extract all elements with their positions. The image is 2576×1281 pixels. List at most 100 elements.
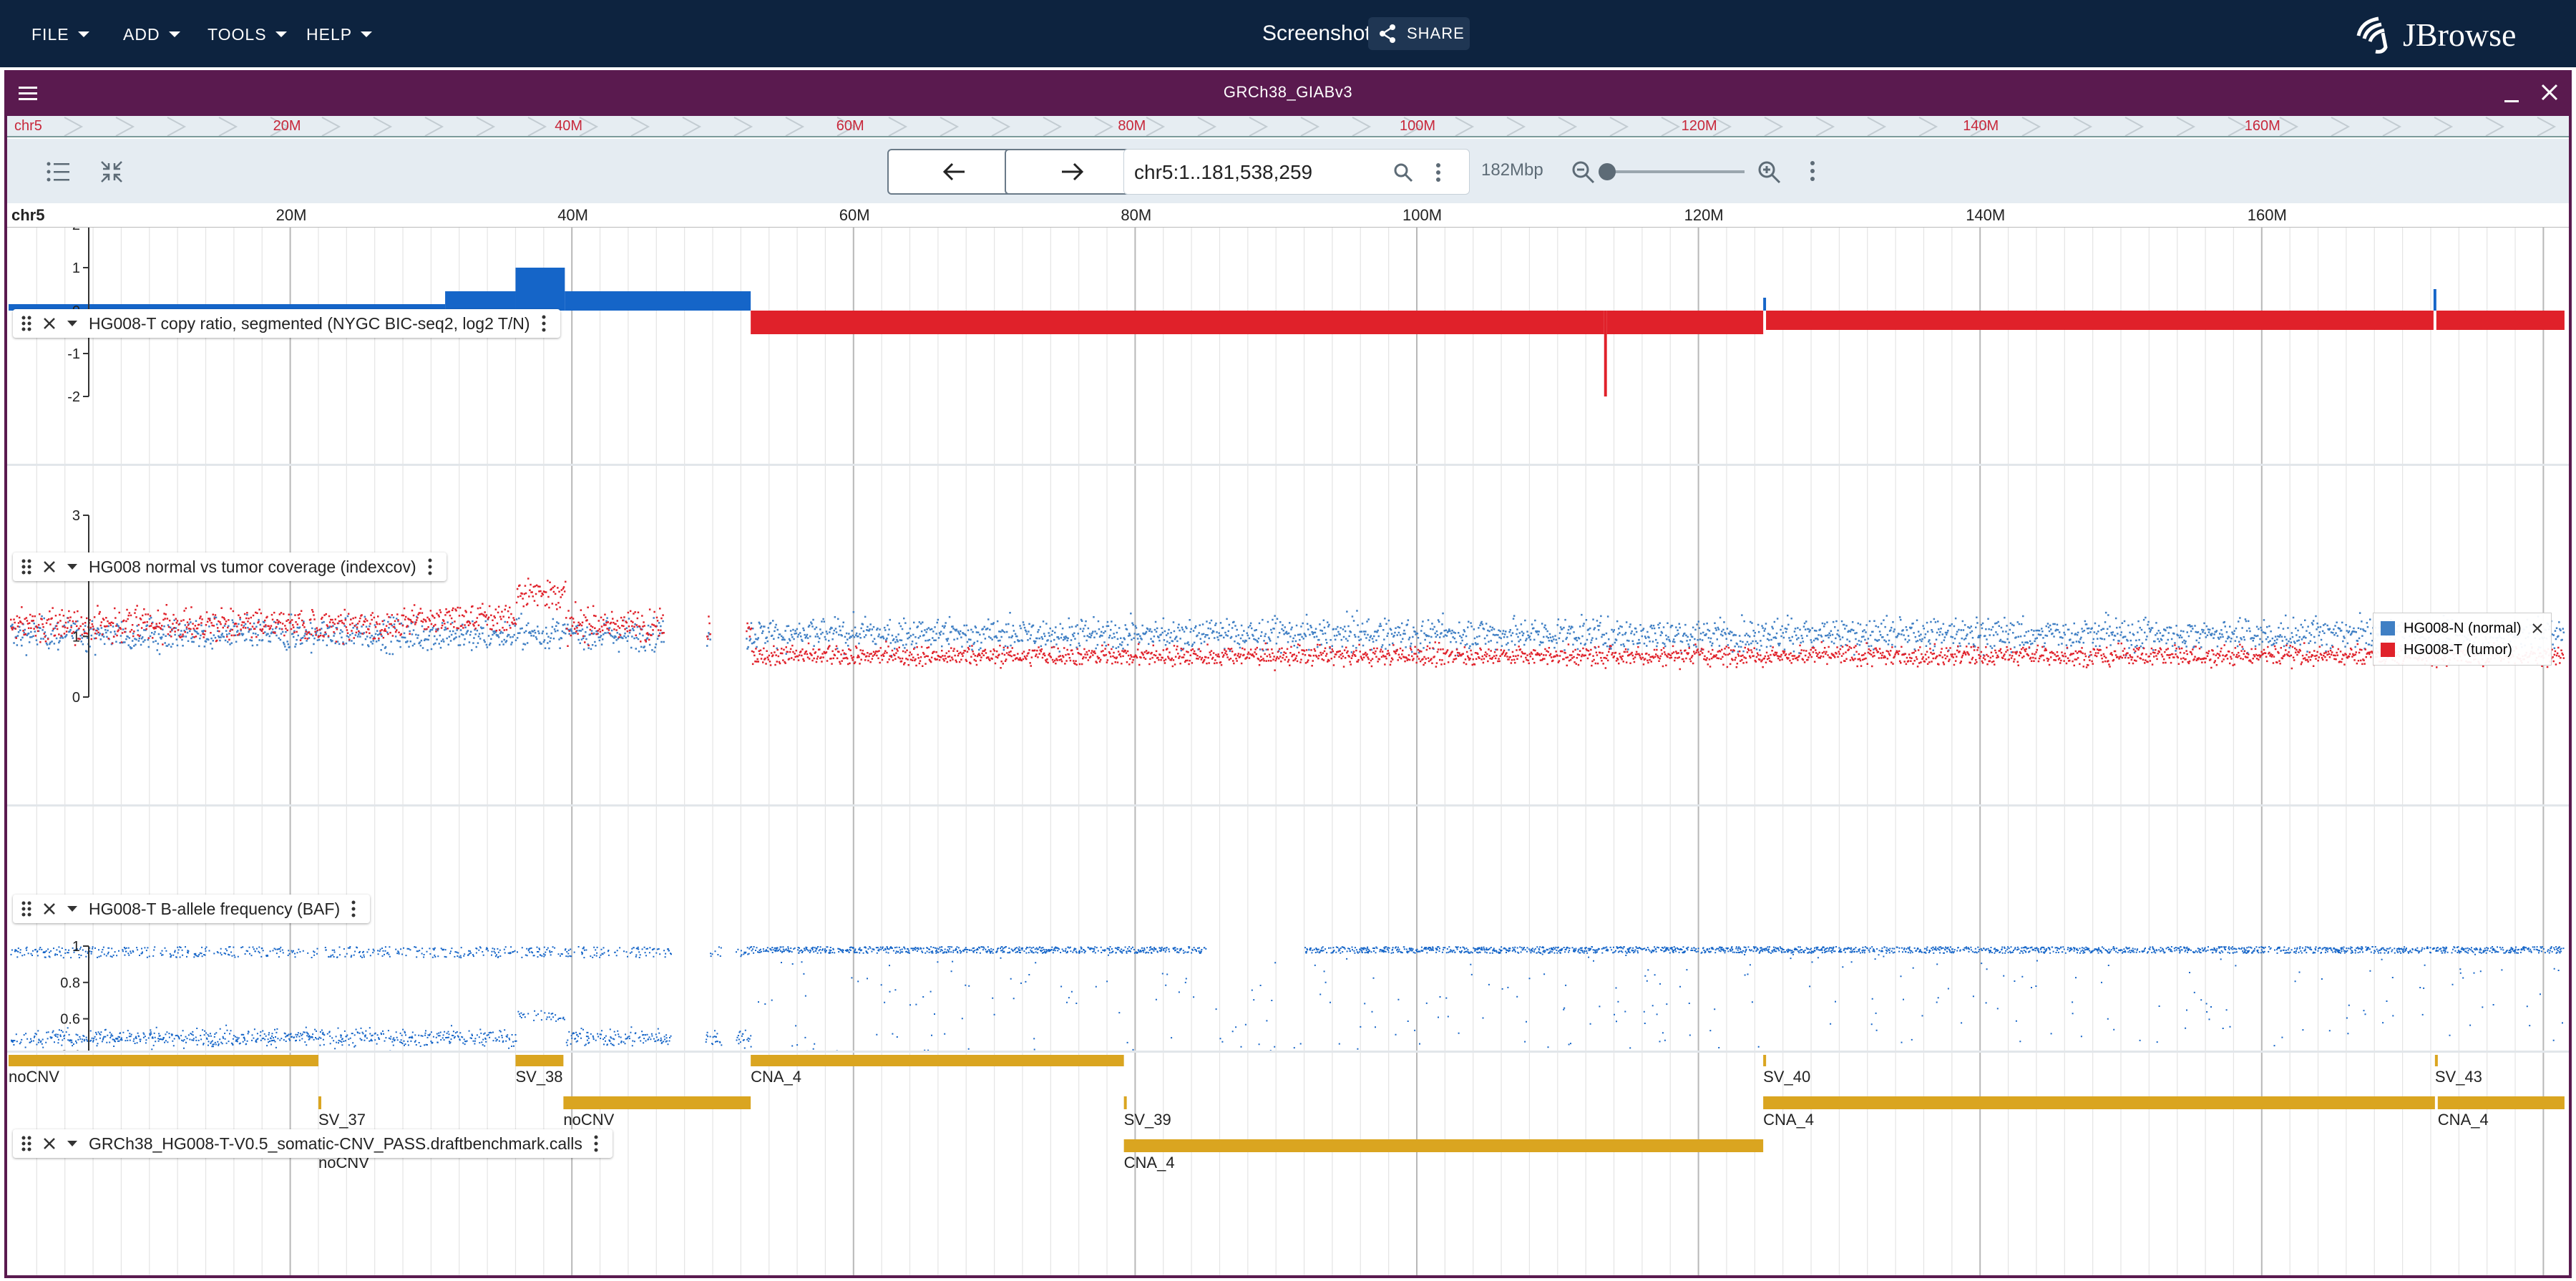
- cnv-feature[interactable]: [2437, 1096, 2565, 1109]
- add-menu-label: ADD: [123, 24, 160, 44]
- track-menu-icon[interactable]: [535, 315, 553, 332]
- y-axis-tick-label: -1: [67, 346, 80, 362]
- zoom-slider-track[interactable]: [1601, 170, 1745, 173]
- hamburger-menu-icon[interactable]: [17, 84, 39, 103]
- overview-chevron: [1249, 117, 1269, 136]
- file-menu[interactable]: FILE: [31, 20, 89, 49]
- collapse-icon[interactable]: [99, 159, 125, 185]
- cnv-feature-label: CNA_4: [1763, 1111, 1815, 1129]
- overview-scalebar[interactable]: chr5 20M 40M 60M 80M 100M 120M 140M 160M: [7, 116, 2569, 137]
- coverage-track-name: HG008 normal vs tumor coverage (indexcov…: [89, 557, 416, 576]
- scroll-right-button[interactable]: [1005, 149, 1139, 195]
- track-menu-icon[interactable]: [421, 558, 439, 575]
- scroll-left-button[interactable]: [887, 149, 1022, 195]
- drag-handle-icon[interactable]: [17, 559, 36, 575]
- copy-ratio-segment[interactable]: [2436, 311, 2565, 330]
- close-track-icon[interactable]: [40, 316, 59, 331]
- track-selector-icon[interactable]: [46, 160, 72, 183]
- close-legend-icon[interactable]: [2531, 622, 2544, 635]
- overview-chevron: [1970, 117, 1990, 136]
- copy-ratio-segment[interactable]: [515, 268, 565, 311]
- copy-ratio-segment[interactable]: [1604, 311, 1607, 396]
- close-track-icon[interactable]: [40, 560, 59, 574]
- track-menu-icon[interactable]: [587, 1135, 605, 1152]
- search-icon[interactable]: [1393, 162, 1413, 182]
- close-track-icon[interactable]: [40, 902, 59, 916]
- y-axis-tick-label: 1: [72, 260, 80, 276]
- track-menu-icon[interactable]: [344, 900, 363, 917]
- copy-ratio-segment[interactable]: [565, 291, 751, 311]
- cnv-feature[interactable]: [563, 1096, 751, 1109]
- cnv-feature[interactable]: [1763, 1096, 2435, 1109]
- cnv-feature[interactable]: [318, 1096, 321, 1109]
- y-axis-tick-label: 1: [72, 629, 80, 645]
- legend-swatch-tumor: [2381, 643, 2395, 657]
- collapse-track-icon[interactable]: [63, 1140, 82, 1147]
- copy-ratio-segment[interactable]: [9, 304, 446, 311]
- ruler-tick-label: 160M: [2247, 206, 2287, 224]
- overview-chevron: [476, 117, 496, 136]
- zoom-out-icon[interactable]: [1571, 160, 1596, 185]
- copy-ratio-segment[interactable]: [1766, 311, 2434, 330]
- view-options-icon[interactable]: [1809, 160, 1816, 182]
- coverage-legend: HG008-N (normal) HG008-T (tumor): [2373, 613, 2552, 666]
- session-title[interactable]: Screenshot: [1262, 21, 1371, 45]
- normal-coverage-points: [10, 610, 2565, 657]
- close-icon[interactable]: [2537, 80, 2562, 104]
- close-track-icon[interactable]: [40, 1136, 59, 1151]
- cnv-feature[interactable]: [1123, 1139, 1764, 1152]
- share-label: SHARE: [1407, 24, 1465, 42]
- overview-chevron: [1455, 117, 1475, 136]
- copy-ratio-segment[interactable]: [2433, 289, 2436, 311]
- overview-chevron: [630, 117, 650, 136]
- legend-item-tumor: HG008-T (tumor): [2381, 639, 2544, 661]
- drag-handle-icon[interactable]: [17, 901, 36, 917]
- baf-track-label: HG008-T B-allele frequency (BAF): [13, 895, 371, 923]
- y-axis-tick-label: 0.6: [60, 1012, 80, 1028]
- collapse-track-icon[interactable]: [63, 905, 82, 912]
- drag-handle-icon[interactable]: [17, 1136, 36, 1151]
- copy-ratio-track-plot[interactable]: 210-1-2: [7, 228, 2569, 464]
- cnv-feature[interactable]: [1123, 1096, 1127, 1109]
- more-vert-icon[interactable]: [1435, 162, 1442, 182]
- share-icon: [1380, 24, 1395, 43]
- copy-ratio-segment[interactable]: [751, 311, 1604, 334]
- coverage-track-plot[interactable]: 3210: [7, 468, 2569, 804]
- cnv-feature[interactable]: [515, 1055, 564, 1066]
- arrow-left-icon: [942, 162, 965, 181]
- overview-chevron: [1403, 117, 1423, 136]
- minimize-icon[interactable]: [2503, 84, 2520, 104]
- share-button[interactable]: SHARE: [1368, 17, 1470, 50]
- cnv-feature[interactable]: [2434, 1055, 2438, 1066]
- y-axis-tick-label: 1: [72, 939, 80, 955]
- cnv-feature[interactable]: [1763, 1055, 1767, 1066]
- jbrowse-logo-icon: [2356, 16, 2388, 54]
- collapse-track-icon[interactable]: [63, 320, 82, 327]
- collapse-track-icon[interactable]: [63, 563, 82, 570]
- overview-chevron: [2537, 117, 2557, 136]
- overview-chevron: [527, 117, 547, 136]
- overview-chevron: [785, 117, 805, 136]
- locus-input[interactable]: [1134, 160, 1392, 185]
- tools-menu[interactable]: TOOLS: [208, 20, 287, 49]
- view-toolbar: 182Mbp: [7, 139, 2569, 203]
- ruler[interactable]: chr5 20M 40M 60M 80M 100M 120M 140M 160M: [7, 203, 2569, 228]
- overview-tick-label: 160M: [2244, 118, 2280, 134]
- zoom-slider-thumb[interactable]: [1599, 163, 1616, 180]
- coverage-track-label: HG008 normal vs tumor coverage (indexcov…: [13, 552, 447, 581]
- legend-label-normal: HG008-N (normal): [2404, 620, 2522, 636]
- help-menu[interactable]: HELP: [306, 20, 373, 49]
- copy-ratio-segment[interactable]: [1763, 298, 1767, 311]
- zoom-in-icon[interactable]: [1757, 160, 1782, 185]
- copy-ratio-segment[interactable]: [1606, 311, 1764, 334]
- cnv-calls-track-plot[interactable]: [7, 1055, 2569, 1270]
- drag-handle-icon[interactable]: [17, 316, 36, 331]
- view-header: GRCh38_GIABv3: [7, 73, 2569, 116]
- overview-chevron: [888, 117, 908, 136]
- ruler-tick-label: 140M: [1966, 206, 2006, 224]
- cnv-feature[interactable]: [751, 1055, 1124, 1066]
- copy-ratio-segment[interactable]: [445, 291, 516, 311]
- cnv-feature[interactable]: [9, 1055, 318, 1066]
- baf-track-plot[interactable]: 10.80.60.40.20: [7, 807, 2569, 1051]
- add-menu[interactable]: ADD: [123, 20, 180, 49]
